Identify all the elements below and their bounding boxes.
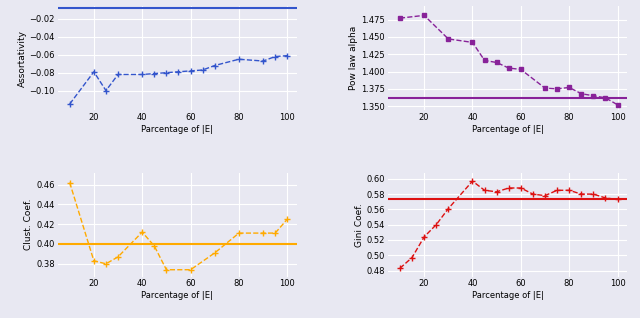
X-axis label: Parcentage of |E|: Parcentage of |E| (472, 125, 543, 134)
Y-axis label: Clust. Coef.: Clust. Coef. (24, 199, 33, 251)
Y-axis label: Gini Coef.: Gini Coef. (355, 203, 364, 246)
X-axis label: Parcentage of |E|: Parcentage of |E| (141, 125, 213, 134)
Y-axis label: Assortativity: Assortativity (17, 30, 26, 87)
X-axis label: Parcentage of |E|: Parcentage of |E| (472, 291, 543, 300)
Y-axis label: Pow law alpha: Pow law alpha (349, 26, 358, 90)
X-axis label: Parcentage of |E|: Parcentage of |E| (141, 291, 213, 300)
